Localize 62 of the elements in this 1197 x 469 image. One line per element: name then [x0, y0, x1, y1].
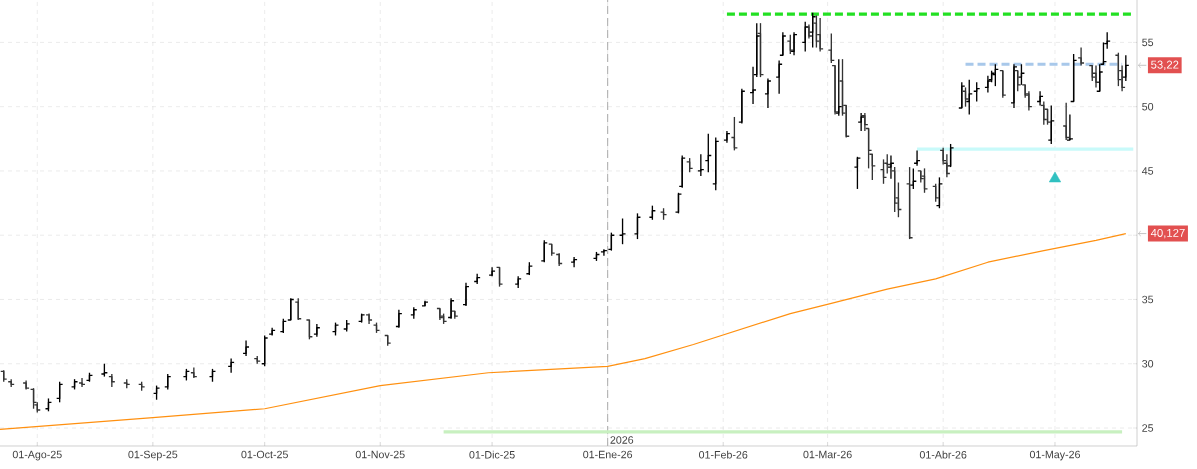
candlestick	[961, 86, 970, 108]
candlestick	[540, 239, 548, 263]
candlestick	[697, 153, 705, 177]
y-tick-label: 35	[1142, 295, 1154, 304]
x-tick-label: 01-Sep-25	[128, 450, 178, 461]
candlestick	[946, 143, 955, 168]
x-tick-label: 01-Abr-26	[919, 450, 967, 459]
x-tick-label: 01-Dic-25	[469, 450, 515, 459]
candlestick	[1096, 63, 1104, 92]
candlestick	[775, 59, 783, 95]
candlestick	[891, 166, 899, 213]
candlestick	[786, 34, 794, 55]
candlestick	[756, 22, 765, 78]
candlestick	[738, 88, 746, 125]
candlestick	[678, 154, 686, 189]
candlestick	[779, 31, 787, 56]
candlestick	[913, 149, 921, 167]
candlestick	[462, 282, 470, 307]
candlestick	[1062, 102, 1070, 141]
y-tick-label: 55	[1142, 38, 1154, 47]
candlestick	[227, 357, 235, 374]
candlestick	[674, 192, 683, 215]
candlestick	[287, 297, 295, 321]
annotation: 40,127	[1150, 228, 1185, 239]
y-tick-label: 25	[1142, 424, 1154, 432]
candlestick	[712, 136, 720, 191]
y-tick-label: 50	[1142, 102, 1154, 111]
candlestick	[1114, 52, 1123, 87]
y-tick-label: 45	[1141, 167, 1154, 175]
x-tick-label: 01-Oct-25	[241, 450, 288, 459]
y-tick-label: 30	[1142, 359, 1154, 368]
x-tick-label: 01-Mar-26	[803, 450, 852, 459]
candlestick	[816, 17, 824, 53]
candlestick	[1010, 63, 1018, 109]
candlestick	[1069, 53, 1078, 103]
candlestick	[600, 248, 608, 257]
candlestick	[764, 77, 772, 109]
candlestick	[909, 167, 917, 190]
candlestick	[618, 217, 627, 245]
candlestick	[999, 70, 1007, 99]
candlestick	[633, 212, 642, 240]
x-tick-label: 01-Nov-25	[355, 450, 405, 459]
x-tick-label: 01-Ene-26	[583, 450, 633, 459]
ref-line-label: 2026	[610, 436, 634, 444]
x-tick-label: 01-Ago-25	[12, 450, 62, 461]
candlestick	[853, 156, 862, 190]
candlestick	[294, 297, 302, 321]
candlestick	[905, 166, 914, 240]
candlestick	[29, 387, 38, 410]
candlestick	[78, 377, 86, 388]
candlestick	[831, 64, 839, 116]
candlestick	[1077, 46, 1085, 67]
x-tick-label: 01-May-26	[1029, 450, 1080, 461]
annotation: 53,22	[1151, 60, 1179, 70]
candlestick	[1066, 113, 1074, 141]
candlestick	[495, 266, 504, 288]
candlestick	[261, 334, 269, 367]
candlestick	[1017, 63, 1026, 86]
x-tick-label: 01-Feb-26	[699, 450, 748, 459]
candlestick	[305, 319, 314, 340]
candlestick	[56, 381, 64, 403]
candlestick	[790, 31, 798, 56]
